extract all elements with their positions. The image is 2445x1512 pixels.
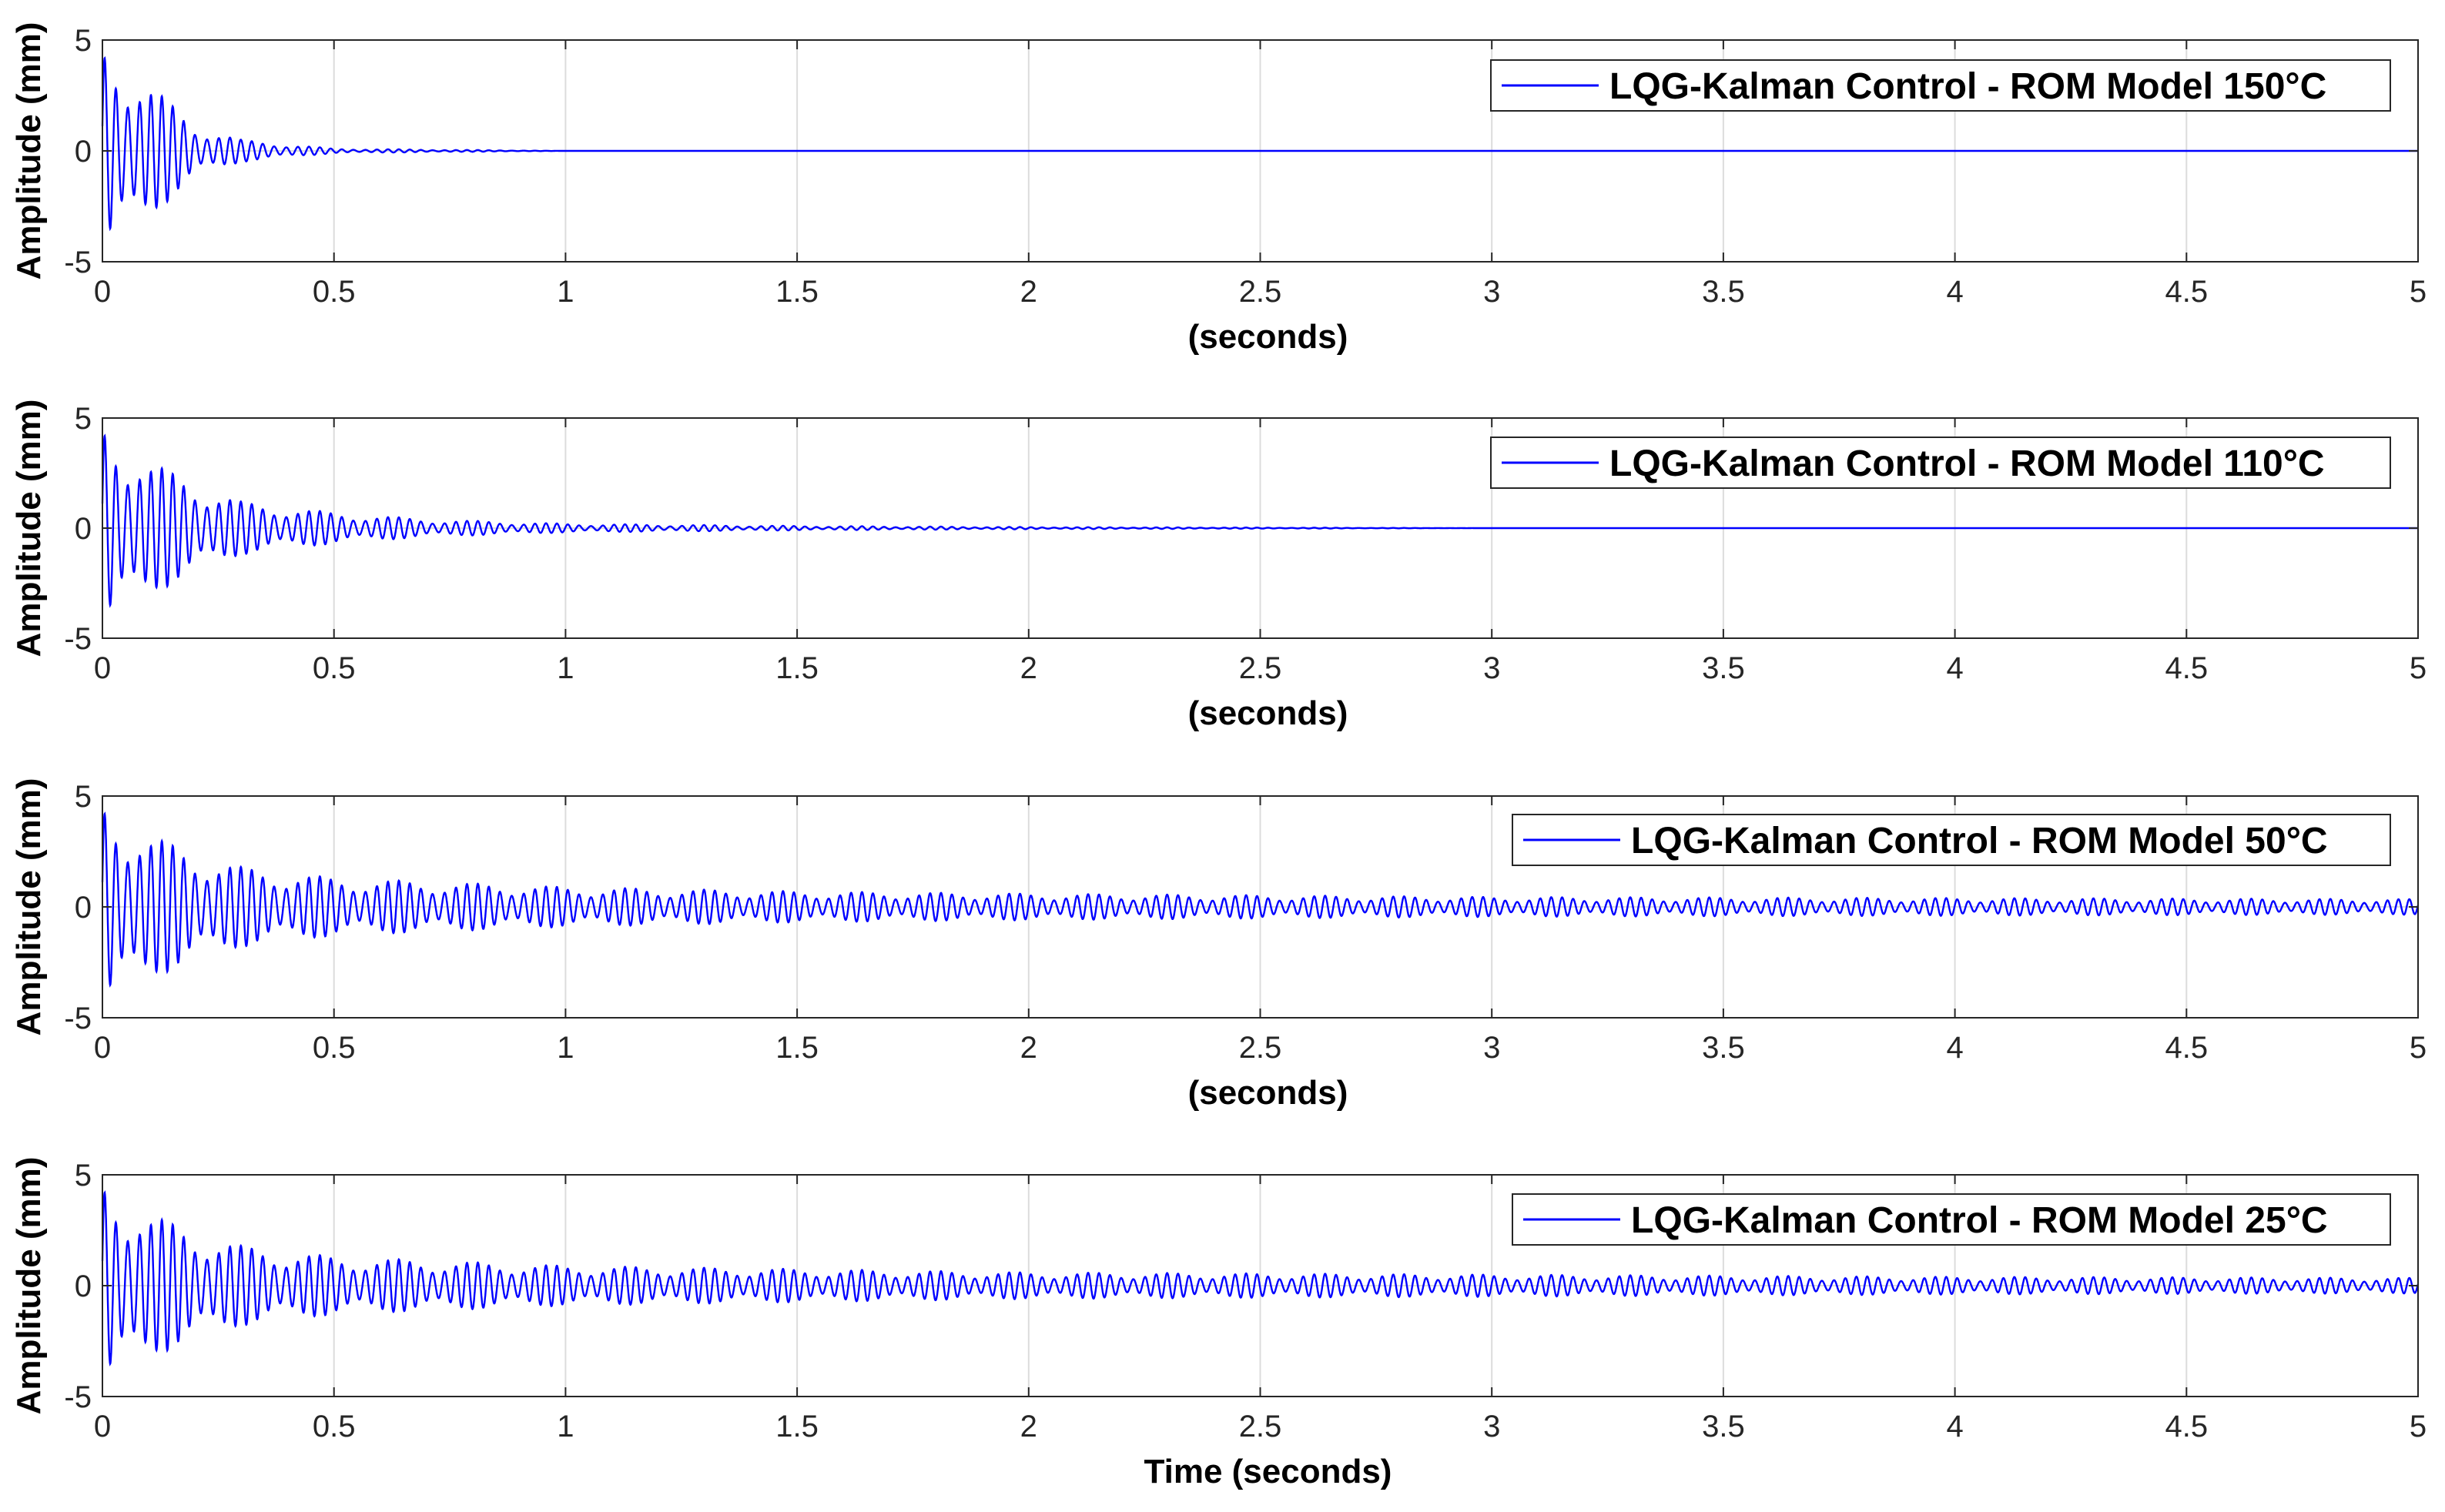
y-axis-label: Amplitude (mm) [10, 1157, 48, 1415]
series-line-1 [101, 55, 2418, 232]
x-tick-label: 1.5 [775, 1031, 819, 1065]
x-tick-label: 3 [1483, 651, 1500, 685]
x-tick-label: 2 [1020, 275, 1037, 309]
panel-2: 0 0.5 1 1.5 2 2.5 3 3.5 4 4.5 550-5(seconds)Amplit… [10, 400, 2427, 732]
y-tick-label: 5 [75, 780, 92, 814]
x-tick-label: 4.5 [2165, 1410, 2208, 1443]
y-axis-label: Amplitude (mm) [10, 400, 48, 657]
legend-label: LQG-Kalman Control - ROM Model 110°C [1609, 443, 2325, 484]
panel-1: 0 0.5 1 1.5 2 2.5 3 3.5 4 4.5 550-5(seconds)Amplit… [10, 22, 2427, 356]
x-tick-label: 2.5 [1239, 1410, 1282, 1443]
x-axis-label: (seconds) [1188, 1074, 1348, 1112]
x-axis-label: (seconds) [1188, 694, 1348, 732]
legend: LQG-Kalman Control - ROM Model 25°C [1512, 1193, 2391, 1246]
y-tick-label: 0 [75, 891, 92, 925]
legend: LQG-Kalman Control - ROM Model 110°C [1490, 437, 2391, 489]
x-tick-label: 4.5 [2165, 275, 2208, 309]
series-line-1 [101, 433, 2418, 608]
y-tick-label: -5 [64, 246, 92, 279]
x-tick-label: 1.5 [775, 275, 819, 309]
legend-label: LQG-Kalman Control - ROM Model 50°C [1631, 821, 2328, 861]
x-tick-label: 0.5 [313, 1410, 356, 1443]
x-tick-label: 1 [557, 651, 574, 685]
x-tick-label: 1.5 [775, 1410, 819, 1443]
legend-label: LQG-Kalman Control - ROM Model 150°C [1609, 66, 2326, 107]
x-tick-label: 1.5 [775, 651, 819, 685]
x-axis-label: Time (seconds) [1144, 1453, 1392, 1490]
x-tick-label: 2 [1020, 651, 1037, 685]
x-tick-label: 2.5 [1239, 651, 1282, 685]
x-tick-label: 1 [557, 1410, 574, 1443]
x-tick-label: 3.5 [1702, 1031, 1745, 1065]
x-tick-label: 3.5 [1702, 275, 1745, 309]
x-tick-label: 4 [1946, 651, 1963, 685]
x-tick-label: 4 [1946, 1410, 1963, 1443]
x-tick-label: 3 [1483, 1031, 1500, 1065]
panel-3: 0 0.5 1 1.5 2 2.5 3 3.5 4 4.5 550-5(seconds)Amplit… [10, 778, 2427, 1112]
y-tick-label: -5 [64, 622, 92, 656]
x-tick-label: 0 [94, 651, 111, 685]
x-tick-label: 1 [557, 275, 574, 309]
y-axis-label: Amplitude (mm) [10, 22, 48, 280]
x-tick-label: 4.5 [2165, 651, 2208, 685]
legend-label: LQG-Kalman Control - ROM Model 25°C [1631, 1200, 2328, 1241]
y-tick-label: -5 [64, 1002, 92, 1035]
series-line-1 [101, 811, 2420, 988]
x-tick-label: 0 [94, 1031, 111, 1065]
x-tick-label: 4.5 [2165, 1031, 2208, 1065]
legend: LQG-Kalman Control - ROM Model 150°C [1490, 59, 2391, 112]
series-line-1 [101, 1190, 2420, 1366]
y-axis-label: Amplitude (mm) [10, 778, 48, 1036]
x-tick-label: 3.5 [1702, 651, 1745, 685]
legend-box [1512, 814, 2391, 866]
x-tick-label: 0 [94, 1410, 111, 1443]
x-tick-label: 2.5 [1239, 1031, 1282, 1065]
x-tick-label: 4 [1946, 275, 1963, 309]
x-tick-label: 5 [2410, 275, 2427, 309]
y-tick-label: 0 [75, 135, 92, 169]
x-tick-label: 2 [1020, 1410, 1037, 1443]
x-tick-label: 5 [2410, 1410, 2427, 1443]
x-tick-label: 2.5 [1239, 275, 1282, 309]
legend-box [1512, 1193, 2391, 1246]
legend-box [1490, 437, 2391, 489]
x-tick-label: 0.5 [313, 275, 356, 309]
x-tick-label: 5 [2410, 651, 2427, 685]
y-tick-label: 0 [75, 512, 92, 546]
x-tick-label: 3 [1483, 1410, 1500, 1443]
x-tick-label: 2 [1020, 1031, 1037, 1065]
x-tick-label: 0.5 [313, 1031, 356, 1065]
y-tick-label: 5 [75, 24, 92, 58]
legend: LQG-Kalman Control - ROM Model 50°C [1512, 814, 2391, 866]
y-tick-label: 5 [75, 402, 92, 436]
x-tick-label: 0.5 [313, 651, 356, 685]
x-tick-label: 3 [1483, 275, 1500, 309]
x-tick-label: 3.5 [1702, 1410, 1745, 1443]
y-tick-label: -5 [64, 1380, 92, 1414]
x-tick-label: 1 [557, 1031, 574, 1065]
x-tick-label: 4 [1946, 1031, 1963, 1065]
x-tick-label: 0 [94, 275, 111, 309]
y-tick-label: 5 [75, 1159, 92, 1193]
x-tick-label: 5 [2410, 1031, 2427, 1065]
x-axis-label: (seconds) [1188, 318, 1348, 356]
y-tick-label: 0 [75, 1269, 92, 1303]
legend-box [1490, 59, 2391, 112]
